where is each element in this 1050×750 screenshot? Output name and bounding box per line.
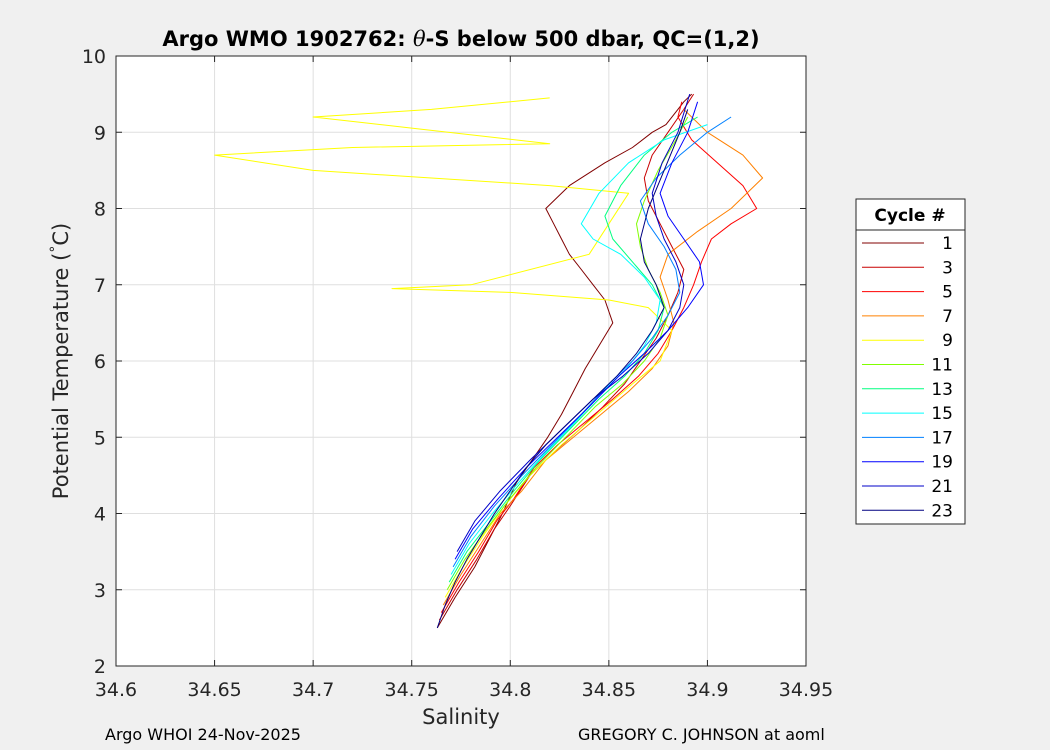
legend-box xyxy=(855,198,966,525)
y-label-suffix: C) xyxy=(49,223,73,246)
chart-title: Argo WMO 1902762: θ-S below 500 dbar, QC… xyxy=(162,27,759,51)
legend-label-cycle-5: 5 xyxy=(942,283,953,303)
y-tick-label: 4 xyxy=(94,504,106,526)
x-tick-label: 34.9 xyxy=(686,679,728,701)
x-tick-label: 34.75 xyxy=(385,679,439,701)
x-tick-label: 34.6 xyxy=(95,679,137,701)
title-suffix: -S below 500 dbar, QC=(1,2) xyxy=(426,27,760,51)
series-line-cycle-21 xyxy=(456,93,691,552)
x-tick-label: 34.85 xyxy=(582,679,636,701)
y-tick-label: 3 xyxy=(94,580,106,602)
footer-left: Argo WHOI 24-Nov-2025 xyxy=(105,725,301,744)
series-line-cycle-1 xyxy=(436,93,693,629)
legend-label-cycle-15: 15 xyxy=(931,404,953,424)
series-line-cycle-3 xyxy=(438,93,695,621)
series-line-cycle-17 xyxy=(452,116,732,568)
y-tick-label: 5 xyxy=(94,427,106,449)
y-tick-label: 2 xyxy=(94,656,106,678)
legend-label-cycle-11: 11 xyxy=(931,356,953,376)
legend-label-cycle-13: 13 xyxy=(931,380,953,400)
legend-label-cycle-21: 21 xyxy=(931,477,953,497)
x-axis-label: Salinity xyxy=(422,705,500,729)
y-tick-label: 8 xyxy=(94,199,106,221)
legend-label-cycle-17: 17 xyxy=(931,428,953,448)
series-line-cycle-19 xyxy=(454,101,704,560)
legend-label-cycle-1: 1 xyxy=(942,234,953,254)
x-tick-label: 34.65 xyxy=(187,679,241,701)
legend-label-cycle-3: 3 xyxy=(942,258,953,278)
y-axis-label: Potential Temperature (°C) xyxy=(48,223,73,499)
series-line-cycle-23 xyxy=(436,109,689,629)
series-line-cycle-7 xyxy=(442,109,764,606)
y-tick-label: 9 xyxy=(94,122,106,144)
y-tick-label: 7 xyxy=(94,275,106,297)
x-tick-label: 34.7 xyxy=(292,679,334,701)
x-tick-label: 34.95 xyxy=(779,679,833,701)
legend-title: Cycle # xyxy=(874,206,945,226)
x-tick-label: 34.8 xyxy=(489,679,531,701)
legend-label-cycle-23: 23 xyxy=(931,501,953,521)
title-prefix: Argo WMO 1902762: xyxy=(162,27,413,51)
legend-label-cycle-19: 19 xyxy=(931,453,953,473)
footer-right: GREGORY C. JOHNSON at aoml xyxy=(578,725,825,744)
legend-label-cycle-9: 9 xyxy=(942,331,953,351)
y-tick-label: 10 xyxy=(82,46,106,68)
series-lines xyxy=(214,93,764,629)
legend-label-cycle-7: 7 xyxy=(942,307,953,327)
y-label-degree: ° xyxy=(48,246,64,253)
y-tick-label: 6 xyxy=(94,351,106,373)
axis-ticks: 34.6 34.65 34.7 34.75 34.8 34.85 34.9 34.95 2 3 4 5… xyxy=(82,46,833,701)
title-theta: θ xyxy=(413,27,426,51)
y-label-prefix: Potential Temperature ( xyxy=(49,253,73,500)
series-line-cycle-13 xyxy=(448,116,698,583)
